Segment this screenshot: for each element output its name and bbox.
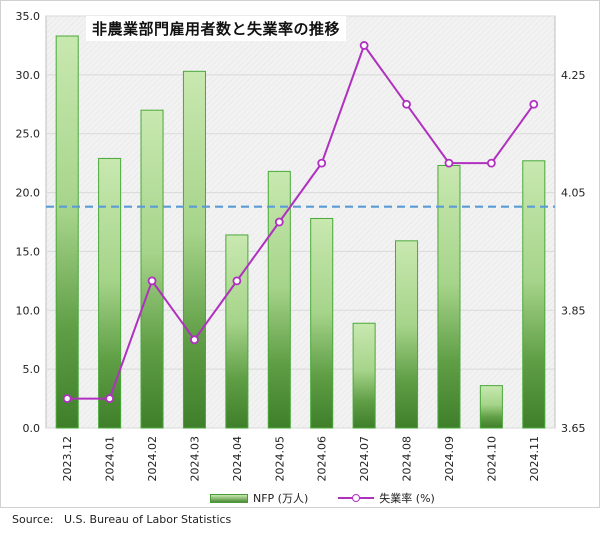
- bar-nfp: [479, 385, 503, 429]
- point-unemployment: [317, 158, 327, 168]
- x-tick-label: 2024.06: [316, 436, 329, 482]
- x-tick-label: 2024.01: [104, 436, 117, 482]
- bar-nfp: [267, 170, 291, 429]
- point-unemployment: [62, 394, 72, 403]
- bar-nfp: [98, 157, 122, 429]
- x-tick-label: 2024.10: [485, 436, 498, 482]
- point-unemployment: [359, 41, 369, 50]
- bar-nfp: [225, 234, 249, 429]
- y-right-tick-label: 3.65: [561, 422, 586, 435]
- point-unemployment: [402, 99, 411, 109]
- y-left-tick-label: 15.0: [16, 245, 41, 258]
- point-unemployment: [147, 276, 157, 286]
- chart-title: 非農業部門雇用者数と失業率の推移: [86, 16, 347, 41]
- source-note: Source: U.S. Bureau of Labor Statistics: [12, 513, 231, 526]
- bar-nfp: [140, 109, 164, 429]
- x-tick-label: 2024.08: [401, 436, 414, 482]
- point-unemployment: [190, 335, 199, 345]
- x-tick-label: 2024.11: [528, 436, 541, 482]
- point-unemployment: [444, 158, 454, 168]
- legend-line-swatch: [338, 493, 375, 503]
- y-left-tick-label: 30.0: [16, 69, 41, 82]
- legend-item-unemployment: 失業率 (%): [338, 490, 435, 506]
- bar-nfp: [182, 70, 206, 429]
- source-text: U.S. Bureau of Labor Statistics: [64, 513, 232, 526]
- source-label: Source:: [12, 513, 54, 526]
- bar-nfp: [310, 217, 334, 429]
- bar-nfp: [437, 164, 461, 429]
- point-unemployment: [232, 276, 242, 286]
- legend-item-nfp: NFP (万人): [210, 490, 308, 506]
- plot-area: [45, 15, 556, 429]
- bar-nfp: [55, 35, 79, 429]
- point-unemployment: [105, 394, 115, 403]
- y-right-tick-label: 3.85: [561, 304, 586, 317]
- bar-nfp: [522, 160, 546, 429]
- x-tick-label: 2023.12: [61, 436, 74, 482]
- y-left-tick-label: 35.0: [16, 10, 41, 23]
- y-left-tick-label: 0.0: [23, 422, 41, 435]
- line-unemployment: [67, 43, 535, 400]
- legend-label-unemployment: 失業率 (%): [379, 492, 435, 505]
- legend-bar-swatch: [210, 493, 248, 503]
- x-tick-label: 2024.03: [188, 436, 201, 482]
- x-tick-label: 2024.09: [443, 436, 456, 482]
- x-tick-label: 2024.07: [358, 436, 371, 482]
- x-tick-label: 2024.05: [273, 436, 286, 482]
- point-unemployment: [274, 217, 284, 227]
- y-left-tick-label: 5.0: [23, 363, 41, 376]
- point-unemployment: [486, 158, 496, 168]
- y-right-tick-label: 4.05: [561, 187, 586, 200]
- bar-nfp: [352, 322, 376, 429]
- x-tick-label: 2024.02: [146, 436, 159, 482]
- point-unemployment: [529, 99, 539, 109]
- y-right-tick-label: 4.25: [561, 69, 586, 82]
- x-tick-label: 2024.04: [231, 436, 244, 482]
- legend-label-nfp: NFP (万人): [253, 492, 309, 505]
- y-left-tick-label: 20.0: [16, 187, 41, 200]
- y-left-tick-label: 25.0: [16, 128, 41, 141]
- bar-nfp: [395, 240, 419, 429]
- chart-legend: NFP (万人) 失業率 (%): [210, 490, 435, 506]
- y-left-tick-label: 10.0: [16, 304, 41, 317]
